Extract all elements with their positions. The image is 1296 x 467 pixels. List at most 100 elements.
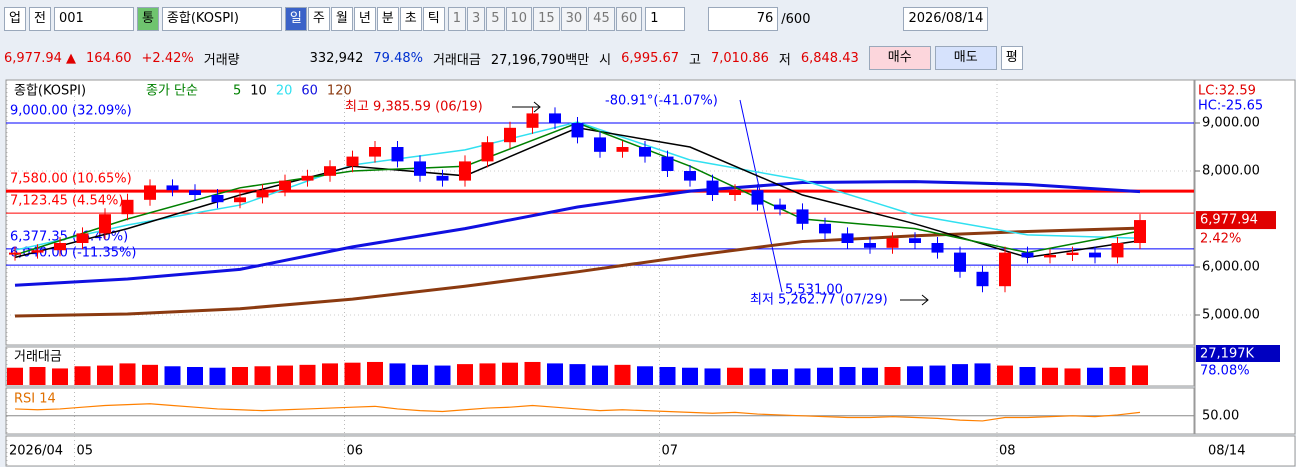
candle	[931, 243, 944, 253]
candle	[211, 195, 224, 203]
buy[interactable]: 매수	[868, 46, 931, 70]
level-label: 6,040.00 (-11.35%)	[10, 246, 136, 261]
volume-bar	[862, 367, 878, 385]
volume-bar	[637, 366, 653, 385]
toolbar-button[interactable]: 60	[615, 7, 643, 31]
intervals: 1 3 5 10 15 30 45 60	[447, 7, 643, 31]
sell[interactable]: 매도	[934, 46, 997, 70]
toolbar-button[interactable]: 45	[588, 7, 615, 31]
toolbar-button[interactable]: 15	[533, 7, 560, 31]
candle	[481, 142, 494, 162]
toolbar-button[interactable]: 년	[353, 7, 376, 31]
volume-bar	[569, 364, 586, 385]
title: 종합(KOSPI)	[14, 84, 86, 99]
volume-bar	[1087, 367, 1103, 385]
toolbar-button[interactable]: 5	[486, 7, 505, 31]
candle	[841, 233, 854, 244]
candle	[1089, 252, 1101, 258]
toolbar-button[interactable]: 초	[399, 7, 422, 31]
volume-bar	[907, 366, 923, 385]
prev[interactable]: 전	[28, 7, 51, 31]
x-tick-label: 07	[662, 444, 679, 459]
toolbar-button[interactable]: 주	[307, 7, 330, 31]
volume-bar	[682, 367, 698, 385]
volume-bar	[704, 368, 721, 385]
volume-bar	[344, 362, 361, 385]
toolbar-button[interactable]: 월	[330, 7, 353, 31]
max: /600	[781, 11, 811, 27]
price-badge	[1196, 211, 1276, 230]
price: 6,977.94 ▲	[4, 50, 77, 66]
trend-line	[739, 99, 783, 293]
open: 6,995.67	[621, 50, 680, 66]
volume: 332,942	[309, 50, 364, 66]
legend-entry: 5	[233, 84, 241, 99]
high: 7,010.86	[711, 50, 769, 66]
candle	[751, 190, 764, 205]
mode[interactable]: 통	[136, 7, 159, 31]
candle	[526, 113, 539, 128]
candle	[1111, 243, 1124, 258]
market[interactable]: 업	[4, 7, 26, 31]
code[interactable]: 001	[53, 7, 134, 31]
volume-bar	[929, 365, 946, 385]
candle	[571, 123, 584, 138]
candle	[234, 197, 246, 203]
change: 164.60	[86, 50, 132, 66]
toolbar-button[interactable]: 3	[466, 7, 486, 31]
volume-bar	[389, 363, 406, 385]
index-name[interactable]: 종합(KOSPI)	[161, 7, 282, 31]
toolbar-button[interactable]: 10	[505, 7, 533, 31]
candle	[54, 243, 66, 251]
candle	[504, 127, 516, 143]
candle	[706, 180, 719, 196]
rsi-line	[14, 403, 1141, 422]
toolbar-button[interactable]: 1	[447, 7, 466, 31]
volume-bar	[974, 363, 991, 385]
x-tick-label: 05	[77, 444, 94, 459]
count[interactable]: 76	[708, 7, 779, 31]
low-annotation: 최저 5,262.77 (07/29)	[750, 293, 888, 308]
rsi-title: RSI 14	[14, 392, 56, 407]
volume-bar	[997, 365, 1013, 385]
candle	[796, 209, 809, 224]
candle	[414, 161, 426, 176]
candle	[76, 233, 89, 244]
volume-bar	[1064, 368, 1081, 385]
x-tick-label: 2026/04	[9, 444, 63, 459]
high-label: 고	[689, 52, 701, 68]
arrows	[512, 101, 929, 306]
volume-bar	[839, 367, 856, 385]
toolbar-button[interactable]: 분	[376, 7, 399, 31]
volume-bar	[254, 366, 271, 385]
toolbar-button[interactable]: 30	[560, 7, 588, 31]
volume-bar	[457, 364, 473, 385]
legend-label: 종가 단순	[146, 84, 198, 99]
legend-entry: 20	[276, 84, 293, 99]
eval[interactable]: 평	[1000, 46, 1023, 70]
candle	[1044, 255, 1056, 258]
level-label: 7,580.00 (10.65%)	[10, 172, 132, 187]
mid-annotation: 5,531.00	[785, 283, 843, 298]
volume-bar	[277, 365, 293, 385]
x-tick-label: 06	[347, 444, 364, 459]
toolbar-button[interactable]: 틱	[422, 7, 445, 31]
high-annotation: 최고 9,385.59 (06/19)	[345, 100, 483, 115]
unit[interactable]: 1	[645, 7, 686, 31]
volume-bar	[299, 364, 316, 385]
date[interactable]: 2026/08/14	[903, 7, 989, 31]
toolbar-button[interactable]: 일	[284, 7, 307, 31]
hc: HC:-25.65	[1198, 99, 1263, 114]
candle	[909, 238, 921, 244]
candle	[819, 223, 831, 234]
volume-title: 거래대금	[14, 350, 62, 365]
amount: 27,196,790백만	[490, 52, 590, 68]
x-tick-label: 08	[999, 444, 1016, 459]
volume-bar	[727, 367, 743, 385]
candle	[31, 250, 44, 253]
candle	[616, 147, 629, 152]
open-label: 시	[599, 52, 612, 68]
